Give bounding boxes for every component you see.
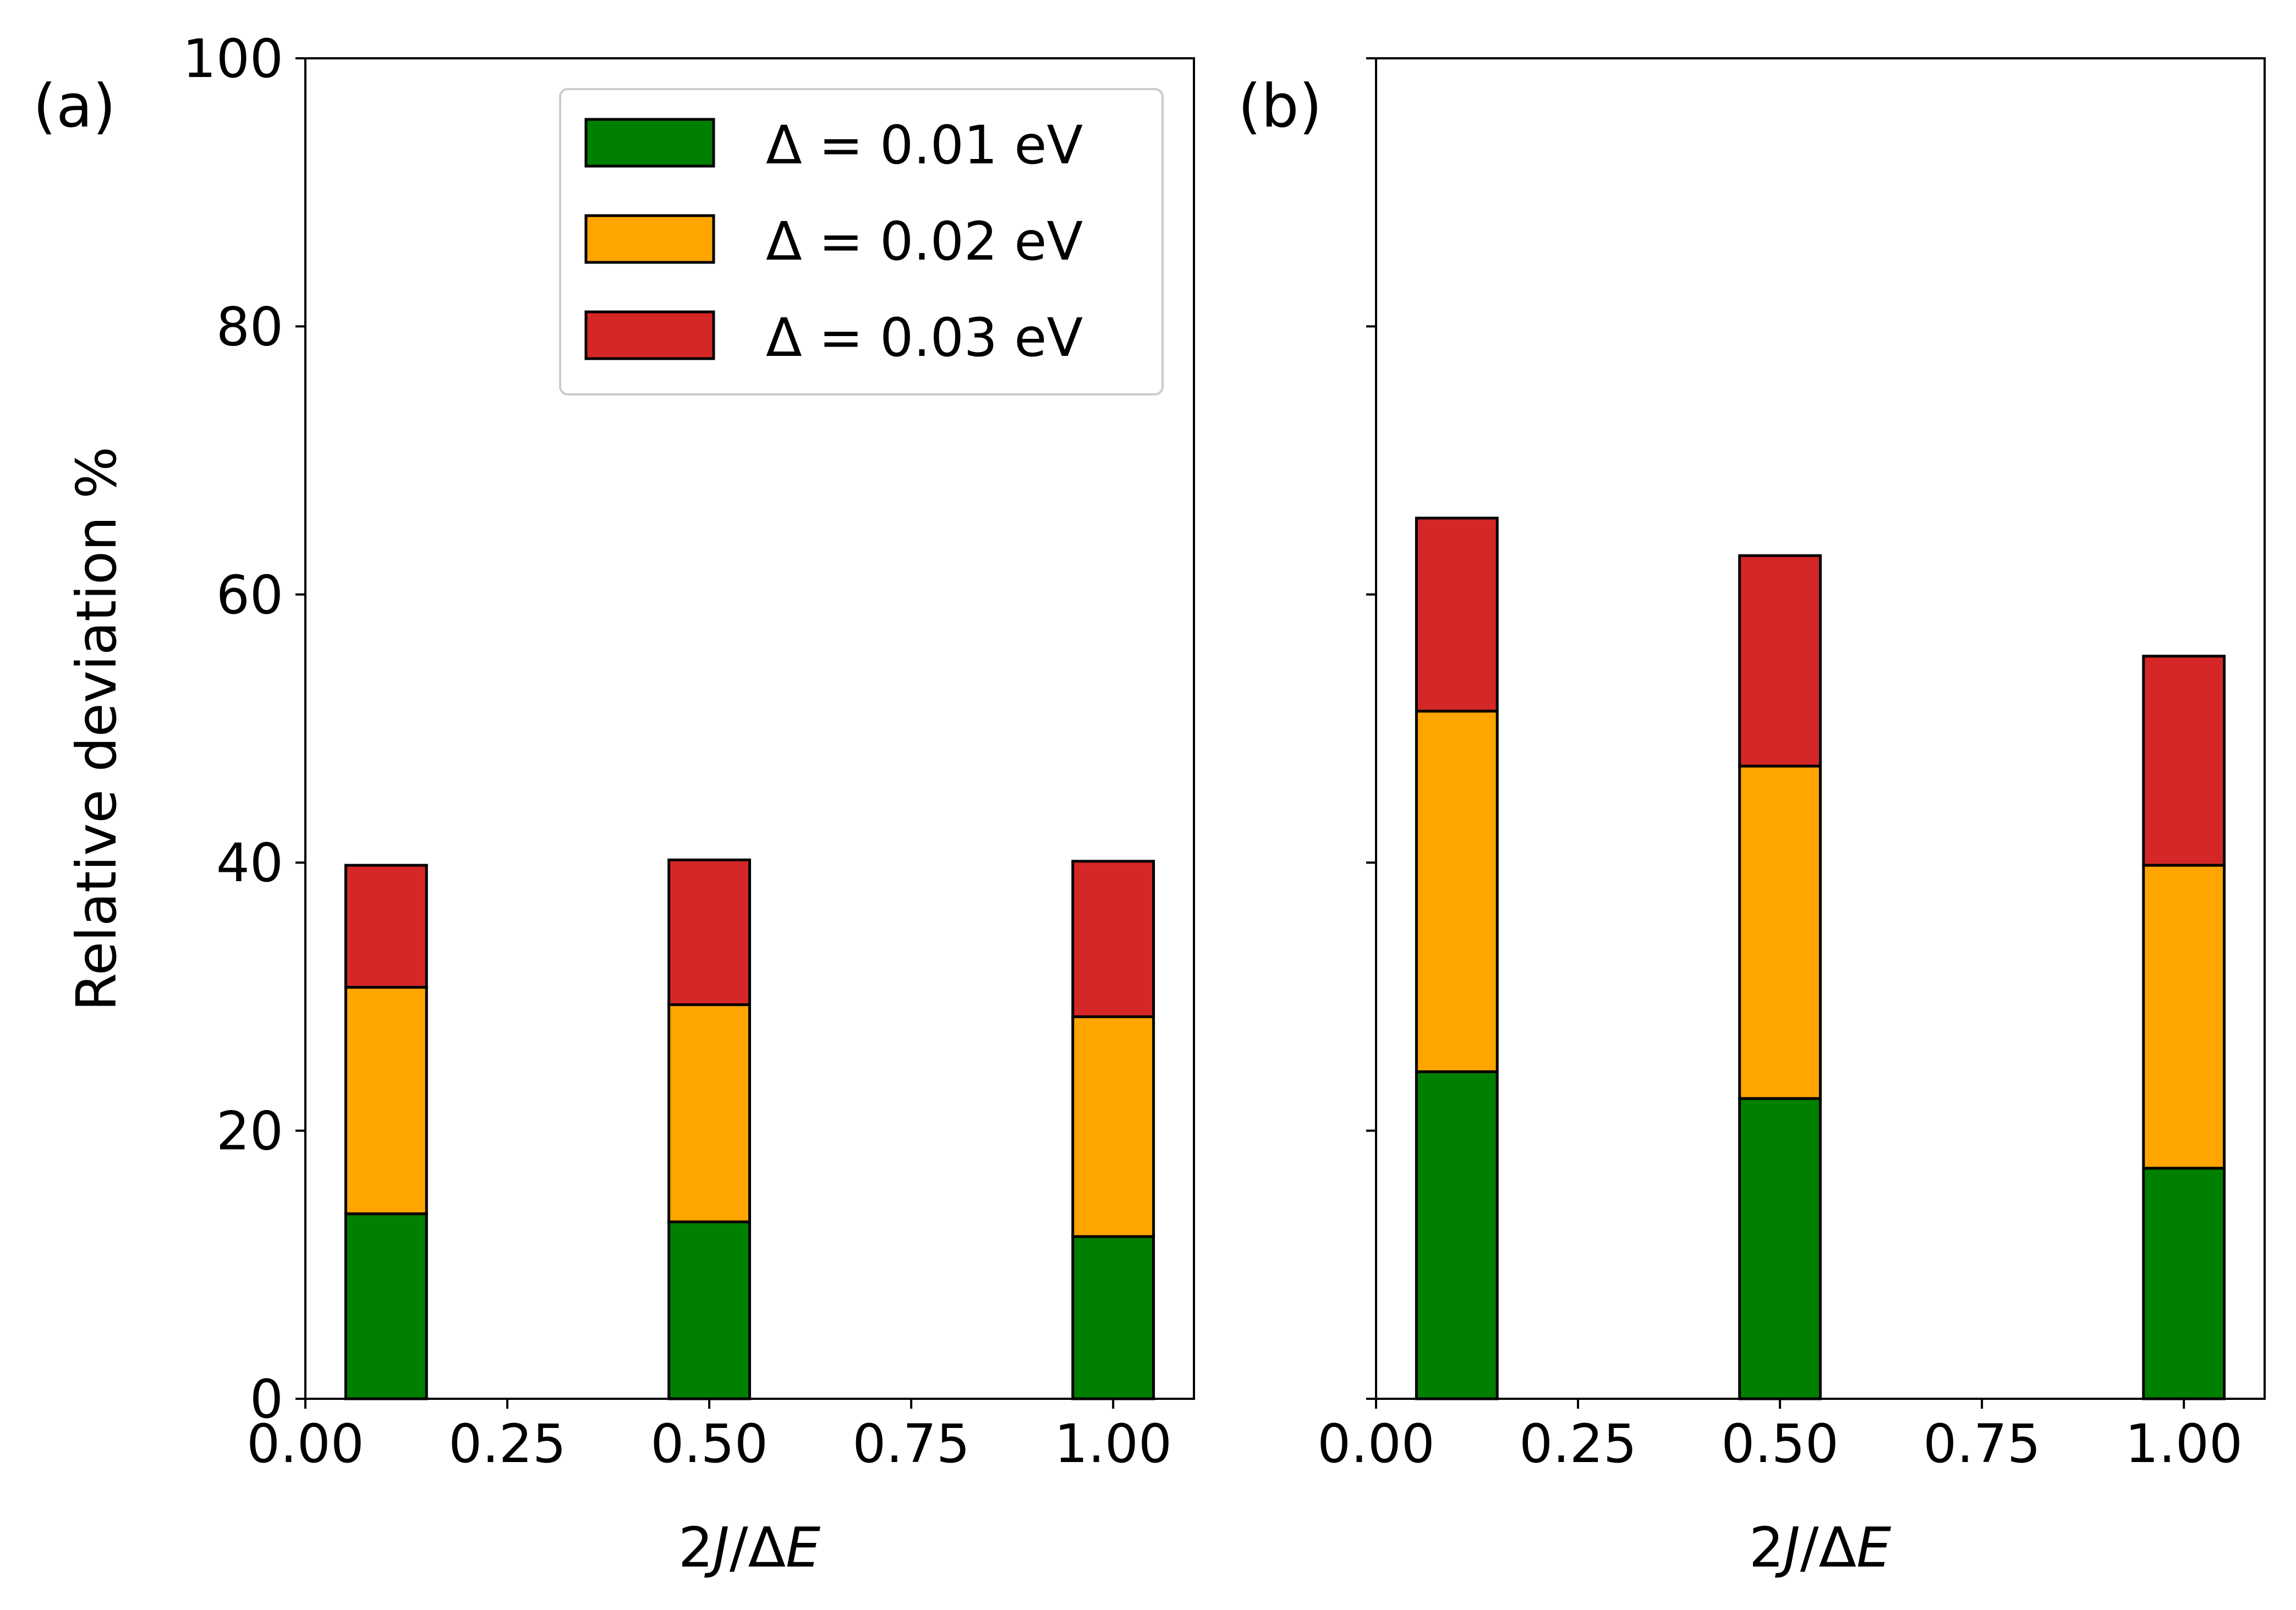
x-tick-label-b-1: 0.25 xyxy=(1519,1413,1637,1475)
axes-frame-a xyxy=(304,57,1195,1400)
bar-b-x0-s0 xyxy=(1415,1070,1499,1400)
panel-label-b: (b) xyxy=(1238,72,1322,141)
x-tick-label-b-2: 0.50 xyxy=(1721,1413,1839,1475)
y-axis-label: Relative deviation % xyxy=(64,447,129,1012)
x-ticks-a: 0.00 0.25 0.50 0.75 1.00 xyxy=(246,1399,1172,1475)
legend-label-delta-001: Δ = 0.01 eV xyxy=(766,114,1083,176)
x-axis-label-a: 2J/ΔE xyxy=(678,1515,820,1580)
legend-label-delta-002: Δ = 0.02 eV xyxy=(766,211,1083,272)
y-tick-label-4: 80 xyxy=(216,296,283,358)
panel-a: 0.00 0.25 0.50 0.75 1.00 0 20 40 60 80 100 (a) Re… xyxy=(33,28,1195,1580)
x-tick-label-a-0: 0.00 xyxy=(246,1413,364,1475)
x-tick-label-b-3: 0.75 xyxy=(1923,1413,2041,1475)
bar-b-x1-s0 xyxy=(1738,1097,1822,1400)
bars-a xyxy=(344,858,1155,1400)
axes-frame-b xyxy=(1375,57,2266,1400)
bar-a-x2-s1 xyxy=(1071,1015,1155,1238)
y-tick-label-0: 0 xyxy=(250,1369,283,1430)
panel-label-a: (a) xyxy=(33,72,116,141)
x-tick-label-b-4: 1.00 xyxy=(2125,1413,2243,1475)
legend-swatch-delta-001 xyxy=(584,118,715,168)
legend-swatch-delta-002 xyxy=(584,214,715,264)
legend-swatch-delta-003 xyxy=(584,310,715,360)
panel-b: 0.00 0.25 0.50 0.75 1.00 (b) 2J/ΔE xyxy=(1238,57,2266,1580)
y-tick-label-1: 20 xyxy=(216,1101,283,1162)
bar-b-x2-s2 xyxy=(2142,655,2226,867)
bar-a-x0-s0 xyxy=(344,1212,428,1400)
legend: Δ = 0.01 eV Δ = 0.02 eV Δ = 0.03 eV xyxy=(559,88,1164,395)
bar-b-x1-s1 xyxy=(1738,765,1822,1100)
bar-a-x2-s2 xyxy=(1071,860,1155,1018)
x-tick-label-a-3: 0.75 xyxy=(852,1413,970,1475)
y-tick-label-2: 40 xyxy=(216,832,283,894)
bar-a-x0-s2 xyxy=(344,864,428,989)
y-ticks-b xyxy=(1366,57,1376,1400)
bar-a-x1-s2 xyxy=(667,858,751,1007)
x-ticks-b: 0.00 0.25 0.50 0.75 1.00 xyxy=(1317,1399,2243,1475)
bar-b-x2-s0 xyxy=(2142,1167,2226,1400)
x-tick-label-a-4: 1.00 xyxy=(1054,1413,1172,1475)
bar-a-x0-s1 xyxy=(344,986,428,1216)
x-tick-label-a-2: 0.50 xyxy=(650,1413,768,1475)
bar-b-x0-s1 xyxy=(1415,710,1499,1073)
x-axis-label-b: 2J/ΔE xyxy=(1749,1515,1891,1580)
x-tick-label-a-1: 0.25 xyxy=(448,1413,566,1475)
legend-label-delta-003: Δ = 0.03 eV xyxy=(766,307,1083,369)
y-tick-label-3: 60 xyxy=(216,564,283,626)
bar-a-x1-s1 xyxy=(667,1003,751,1223)
y-tick-label-5: 100 xyxy=(183,28,283,90)
bar-a-x2-s0 xyxy=(1071,1235,1155,1400)
bars-b xyxy=(1415,516,2226,1400)
bar-b-x2-s1 xyxy=(2142,864,2226,1170)
bar-a-x1-s0 xyxy=(667,1220,751,1400)
bar-b-x0-s2 xyxy=(1415,516,1499,713)
x-tick-label-b-0: 0.00 xyxy=(1317,1413,1435,1475)
y-ticks-a: 0 20 40 60 80 100 xyxy=(183,28,305,1430)
bar-b-x1-s2 xyxy=(1738,554,1822,768)
